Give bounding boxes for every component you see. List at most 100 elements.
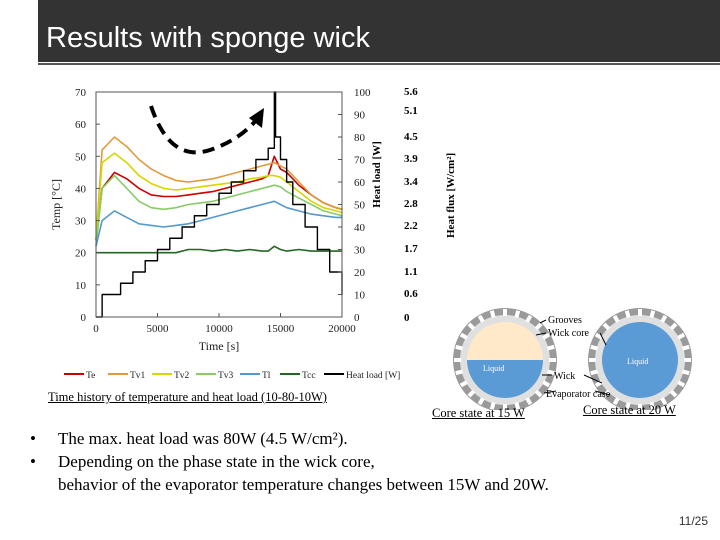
y2-tick-label: 50 [354, 200, 366, 212]
evaporator-cross-section: Liquid Liquid Grooves Wick core Wick Eva… [453, 308, 692, 410]
groove-slot [477, 397, 485, 406]
grooves-20w [589, 309, 691, 410]
wick-label: Wick [554, 371, 575, 382]
y2-tick-label: 80 [354, 132, 366, 144]
y-tick-label: 60 [75, 119, 87, 131]
groove-slot [534, 389, 543, 398]
dashed-arrow-path [149, 105, 260, 155]
groove-slot [669, 389, 678, 398]
groove-slot [649, 310, 656, 319]
chart-ticks: 0 10 20 30 40 50 60 70 0 10 20 30 40 50 60 70 80 90 100 0 50… [75, 87, 371, 335]
x-tick-label: 0 [93, 323, 99, 335]
heat-flux-tick-label: 5.1 [404, 105, 418, 117]
trend-arrow-annotation [149, 105, 264, 155]
caption-20w: Core state at 20 W [583, 403, 676, 417]
liquid-label-20w: Liquid [627, 357, 648, 366]
heat-flux-tick-label: 0.6 [404, 288, 418, 300]
groove-slot [455, 369, 464, 376]
heat-flux-tick-label: 2.2 [404, 220, 418, 232]
y2-tick-label: 60 [354, 177, 366, 189]
y-tick-label: 70 [75, 87, 87, 99]
groove-slot [467, 389, 476, 398]
bullet-item: • The max. heat load was 80W (4.5 W/cm²). [30, 427, 549, 450]
groove-slot [514, 310, 521, 319]
title-bar [38, 0, 720, 62]
bullet-item: • Depending on the phase state in the wic… [30, 450, 549, 473]
groove-slot [542, 332, 551, 340]
heat-flux-tick-label: 4.5 [404, 131, 418, 143]
heat-flux-tick-label: 0 [404, 312, 410, 324]
grooves-15w [454, 309, 556, 410]
bullet-text: Depending on the phase state in the wick… [58, 452, 375, 471]
groove-slot [546, 344, 555, 351]
grooves-leader [539, 319, 547, 324]
bullet-text: The max. heat load was 80W (4.5 W/cm²). [58, 429, 348, 448]
groove-slot [549, 358, 556, 362]
groove-slot [503, 309, 507, 316]
groove-slot [503, 404, 507, 410]
y-tick-label: 20 [75, 248, 87, 260]
groove-slot [681, 369, 690, 376]
y2-axis-label: Heat load [W] [371, 141, 383, 208]
heat-flux-tick-label: 1.1 [404, 266, 418, 278]
groove-slot [669, 322, 678, 331]
groove-slot [649, 401, 656, 410]
groove-slot [467, 322, 476, 331]
y2-tick-label: 10 [354, 290, 366, 302]
temperature-chart: 0 10 20 30 40 50 60 70 0 10 20 30 40 50 60 70 80 90 100 0 50… [49, 87, 400, 381]
groove-slot [624, 401, 631, 410]
bullet-text: behavior of the evaporator temperature c… [58, 475, 549, 494]
y-tick-label: 10 [75, 280, 87, 292]
y2-tick-label: 20 [354, 267, 366, 279]
x-axis-label: Time [s] [199, 339, 240, 353]
y2-tick-label: 70 [354, 155, 366, 167]
wick-core-leader-right [599, 332, 607, 346]
heat-flux-tick-label: 3.4 [404, 176, 418, 188]
groove-slot [589, 358, 596, 362]
x-tick-label: 20000 [328, 323, 356, 335]
groove-slot [638, 309, 642, 316]
groove-slot [660, 314, 668, 323]
groove-slot [455, 344, 464, 351]
heat-flux-tick-label: 3.9 [404, 153, 418, 165]
y-tick-label: 50 [75, 151, 87, 163]
x-tick-label: 5000 [147, 323, 170, 335]
legend-entry: Heat load [W] [346, 371, 400, 381]
legend-entry: Tcc [302, 371, 316, 381]
y-tick-label: 0 [81, 312, 87, 324]
groove-slot [542, 380, 551, 388]
groove-slot [602, 322, 611, 331]
groove-slot [459, 380, 468, 388]
y-tick-label: 30 [75, 216, 87, 228]
legend-entry: Te [86, 371, 95, 381]
chart-series [95, 91, 343, 318]
groove-slot [525, 397, 533, 406]
series-line-heat-load-w [96, 91, 343, 318]
y2-tick-label: 0 [354, 312, 360, 324]
groove-slot [590, 369, 599, 376]
wick-leader-right [583, 374, 603, 384]
series-line-tcc [96, 245, 342, 254]
wick-core-label: Wick core [548, 328, 590, 339]
title-underline [38, 63, 720, 65]
case-leader [543, 390, 557, 394]
groove-slot [624, 310, 631, 319]
groove-slot [684, 358, 691, 362]
groove-slot [612, 397, 620, 406]
bullet-marker: • [30, 452, 36, 471]
groove-slot [590, 344, 599, 351]
groove-slot [546, 369, 555, 376]
groove-slot [594, 332, 603, 340]
liquid-label-15w: Liquid [483, 364, 504, 373]
legend-entry: Tv1 [130, 371, 146, 381]
bullet-item: behavior of the evaporator temperature c… [30, 473, 549, 496]
y-tick-label: 40 [75, 183, 87, 195]
bullet-marker: • [30, 429, 36, 448]
groove-slot [454, 358, 461, 362]
series-line-tv1 [95, 136, 343, 240]
liquid-region-20w [602, 322, 678, 398]
heat-flux-axis-label: Heat flux [W/cm²] [445, 152, 457, 238]
wick-core-leader [535, 332, 547, 336]
groove-slot [612, 314, 620, 323]
heat-flux-tick-label: 1.7 [404, 243, 418, 255]
